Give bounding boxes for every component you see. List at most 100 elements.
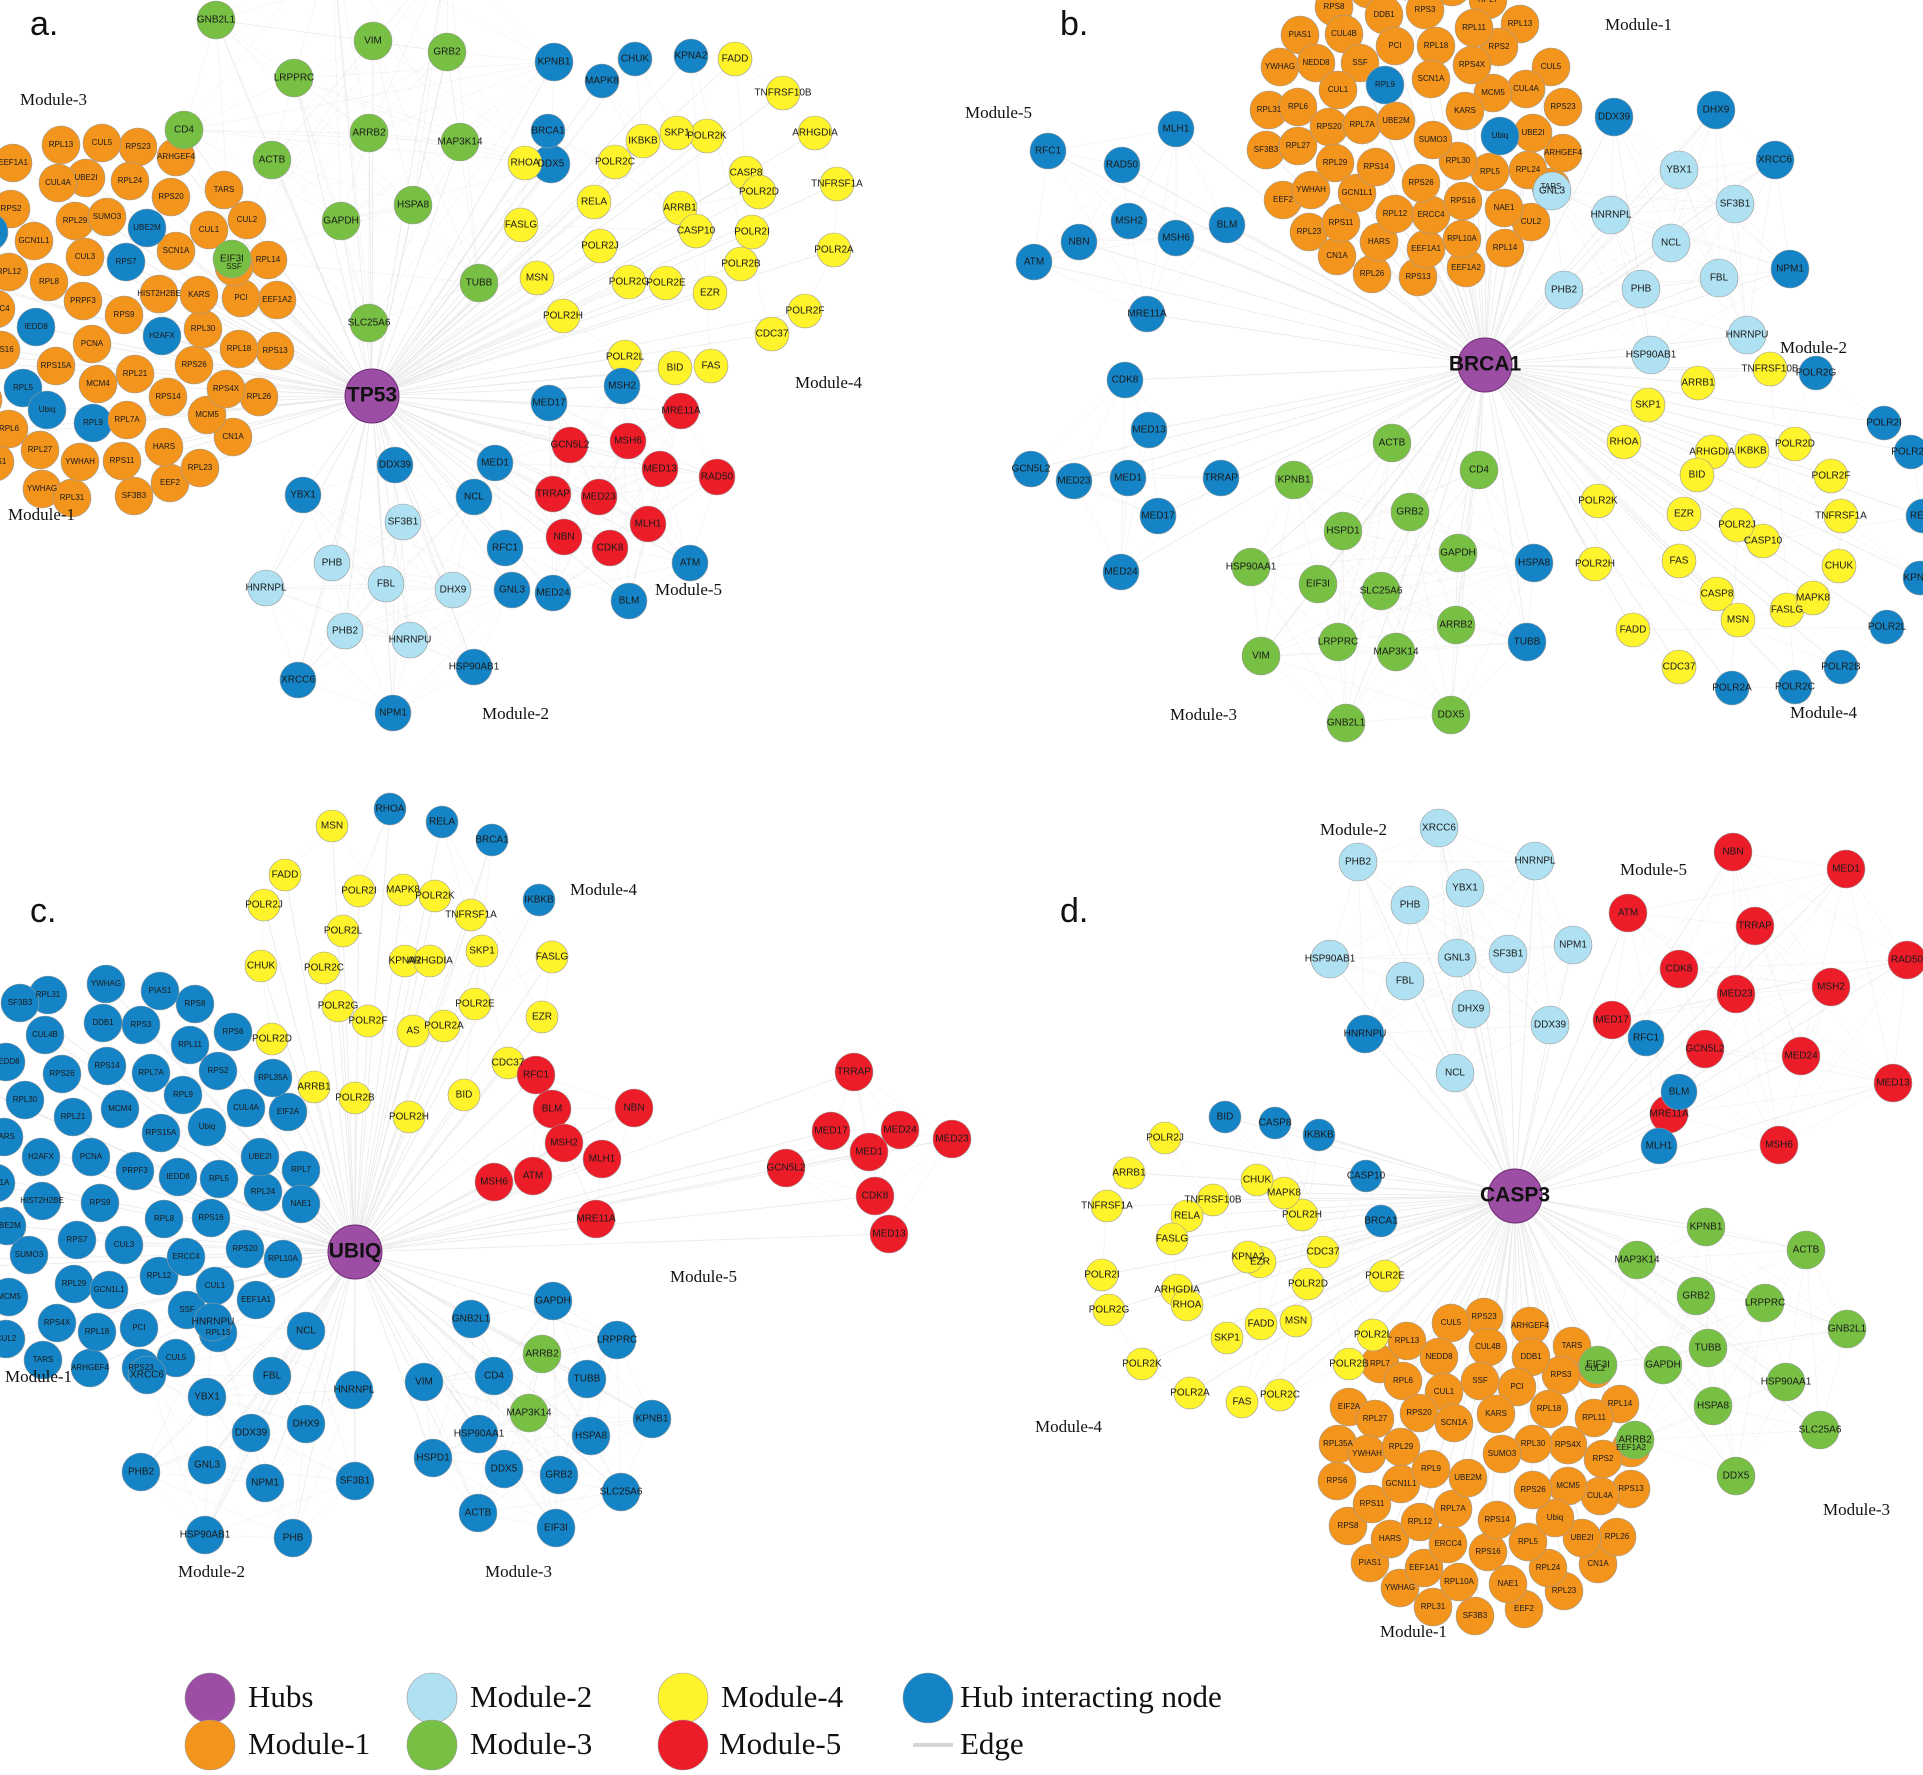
svg-text:POLR2H: POLR2H xyxy=(389,1112,429,1123)
svg-text:KPNB1: KPNB1 xyxy=(538,57,571,68)
svg-text:RPL12: RPL12 xyxy=(1408,1517,1433,1526)
svg-text:BRCA1: BRCA1 xyxy=(475,835,509,846)
svg-text:SF3B3: SF3B3 xyxy=(1463,1611,1488,1620)
svg-text:FBL: FBL xyxy=(377,579,396,590)
svg-text:GAPDH: GAPDH xyxy=(323,216,359,227)
svg-text:RFC1: RFC1 xyxy=(523,1070,550,1081)
svg-text:BID: BID xyxy=(456,1090,473,1101)
svg-text:RPL13: RPL13 xyxy=(1508,19,1533,28)
svg-text:MSN: MSN xyxy=(526,273,548,284)
svg-text:RPL27: RPL27 xyxy=(1363,1414,1388,1423)
svg-text:MED17: MED17 xyxy=(814,1126,848,1137)
svg-text:SCN1A: SCN1A xyxy=(163,246,190,255)
svg-text:FADD: FADD xyxy=(1620,625,1647,636)
svg-text:HNRNPL: HNRNPL xyxy=(1514,856,1556,867)
svg-text:MLH1: MLH1 xyxy=(589,1154,616,1165)
svg-text:YWHAG: YWHAG xyxy=(1385,1583,1415,1592)
svg-text:KPNB1: KPNB1 xyxy=(1278,475,1311,486)
svg-text:RPL18: RPL18 xyxy=(227,344,252,353)
svg-text:BID: BID xyxy=(1689,470,1706,481)
svg-text:POLR2E: POLR2E xyxy=(455,999,495,1010)
svg-text:RPL21: RPL21 xyxy=(123,369,148,378)
svg-text:H2AFX: H2AFX xyxy=(149,331,175,340)
svg-text:FADD: FADD xyxy=(272,870,299,881)
svg-text:LRPPRC: LRPPRC xyxy=(1318,637,1359,648)
svg-text:CHUK: CHUK xyxy=(1243,1175,1272,1186)
svg-text:PCI: PCI xyxy=(1510,1382,1523,1391)
svg-text:CUL1: CUL1 xyxy=(1434,1387,1455,1396)
svg-text:RPS14: RPS14 xyxy=(94,1061,120,1070)
svg-text:MED23: MED23 xyxy=(582,492,616,503)
svg-text:RPS11: RPS11 xyxy=(110,456,135,465)
svg-text:HNRNPL: HNRNPL xyxy=(245,583,287,594)
svg-text:MED17: MED17 xyxy=(1141,511,1175,522)
svg-text:RPL10A: RPL10A xyxy=(1444,1577,1474,1586)
svg-text:NEDD8: NEDD8 xyxy=(1425,1352,1453,1361)
svg-text:SCN1A: SCN1A xyxy=(0,1178,10,1187)
svg-text:POLR2K: POLR2K xyxy=(687,131,727,142)
svg-text:CASP10: CASP10 xyxy=(1347,1171,1386,1182)
svg-text:MSH2: MSH2 xyxy=(1115,216,1143,227)
svg-text:ACTB: ACTB xyxy=(259,155,286,166)
svg-text:RPL24: RPL24 xyxy=(251,1187,276,1196)
svg-text:MED24: MED24 xyxy=(536,588,570,599)
svg-text:POLR2F: POLR2F xyxy=(786,306,825,317)
svg-text:CDK8: CDK8 xyxy=(1666,964,1693,975)
svg-text:YWHAG: YWHAG xyxy=(91,979,121,988)
svg-text:SUMO3: SUMO3 xyxy=(93,212,122,221)
svg-text:PHB: PHB xyxy=(1631,284,1652,295)
svg-text:YWHAG: YWHAG xyxy=(27,484,57,493)
svg-text:POLR2I: POLR2I xyxy=(1084,1270,1120,1281)
svg-text:CDK8: CDK8 xyxy=(862,1191,889,1202)
svg-text:RPS8: RPS8 xyxy=(1338,1521,1359,1530)
svg-text:RPL7: RPL7 xyxy=(1478,0,1499,4)
svg-text:MED23: MED23 xyxy=(1057,476,1091,487)
svg-text:ARHGEF4: ARHGEF4 xyxy=(1511,1321,1549,1330)
svg-text:CHUK: CHUK xyxy=(1825,561,1854,572)
svg-text:POLR2I: POLR2I xyxy=(341,886,377,897)
svg-text:NBN: NBN xyxy=(553,532,574,543)
svg-text:NBN: NBN xyxy=(1068,237,1089,248)
svg-text:IKBKB: IKBKB xyxy=(628,136,658,147)
svg-text:EEF1A2: EEF1A2 xyxy=(1451,263,1481,272)
svg-text:ERCC4: ERCC4 xyxy=(1417,210,1445,219)
svg-text:MED24: MED24 xyxy=(1784,1051,1818,1062)
svg-text:MLH1: MLH1 xyxy=(1163,124,1190,135)
svg-text:NEDD8: NEDD8 xyxy=(0,1057,20,1066)
svg-text:H2AFX: H2AFX xyxy=(28,1152,54,1161)
svg-text:ARRB2: ARRB2 xyxy=(525,1349,559,1360)
svg-text:Module-4: Module-4 xyxy=(795,373,863,392)
svg-text:ERCC4: ERCC4 xyxy=(0,304,10,313)
svg-text:POLR2E: POLR2E xyxy=(646,278,686,289)
svg-text:ACTB: ACTB xyxy=(1379,438,1406,449)
svg-text:SSF: SSF xyxy=(179,1305,195,1314)
svg-text:HSP90AA1: HSP90AA1 xyxy=(454,1429,505,1440)
svg-text:IEDD8: IEDD8 xyxy=(24,322,48,331)
svg-text:RELA: RELA xyxy=(581,197,607,208)
svg-text:FAS: FAS xyxy=(1670,556,1689,567)
svg-text:MSH2: MSH2 xyxy=(608,381,636,392)
svg-text:MLH1: MLH1 xyxy=(1646,1141,1673,1152)
svg-text:RPL29: RPL29 xyxy=(63,216,88,225)
svg-text:POLR2B: POLR2B xyxy=(721,259,761,270)
svg-text:NPM1: NPM1 xyxy=(1559,940,1587,951)
svg-text:RPS8: RPS8 xyxy=(185,999,206,1008)
svg-text:MRE11A: MRE11A xyxy=(661,406,701,417)
svg-text:POLR2K: POLR2K xyxy=(1578,496,1618,507)
svg-text:ARRB2: ARRB2 xyxy=(1439,620,1473,631)
svg-text:RPS8: RPS8 xyxy=(1324,2,1345,11)
svg-text:RFC1: RFC1 xyxy=(492,543,519,554)
svg-text:HIST2H2BE: HIST2H2BE xyxy=(137,289,181,298)
svg-text:HARS: HARS xyxy=(153,442,175,451)
svg-text:TUBB: TUBB xyxy=(574,1374,601,1385)
svg-text:Module-5: Module-5 xyxy=(670,1267,737,1286)
svg-text:KPNB1: KPNB1 xyxy=(636,1414,669,1425)
svg-text:MED13: MED13 xyxy=(643,464,677,475)
svg-text:PIAS1: PIAS1 xyxy=(0,457,7,466)
svg-text:Ubiq: Ubiq xyxy=(39,405,55,414)
svg-text:RPL7: RPL7 xyxy=(1370,1359,1391,1368)
svg-text:IEDD8: IEDD8 xyxy=(166,1172,190,1181)
svg-text:RPL9: RPL9 xyxy=(1421,1464,1442,1473)
svg-text:SF3B3: SF3B3 xyxy=(1254,145,1279,154)
svg-text:DDB1: DDB1 xyxy=(1373,10,1395,19)
